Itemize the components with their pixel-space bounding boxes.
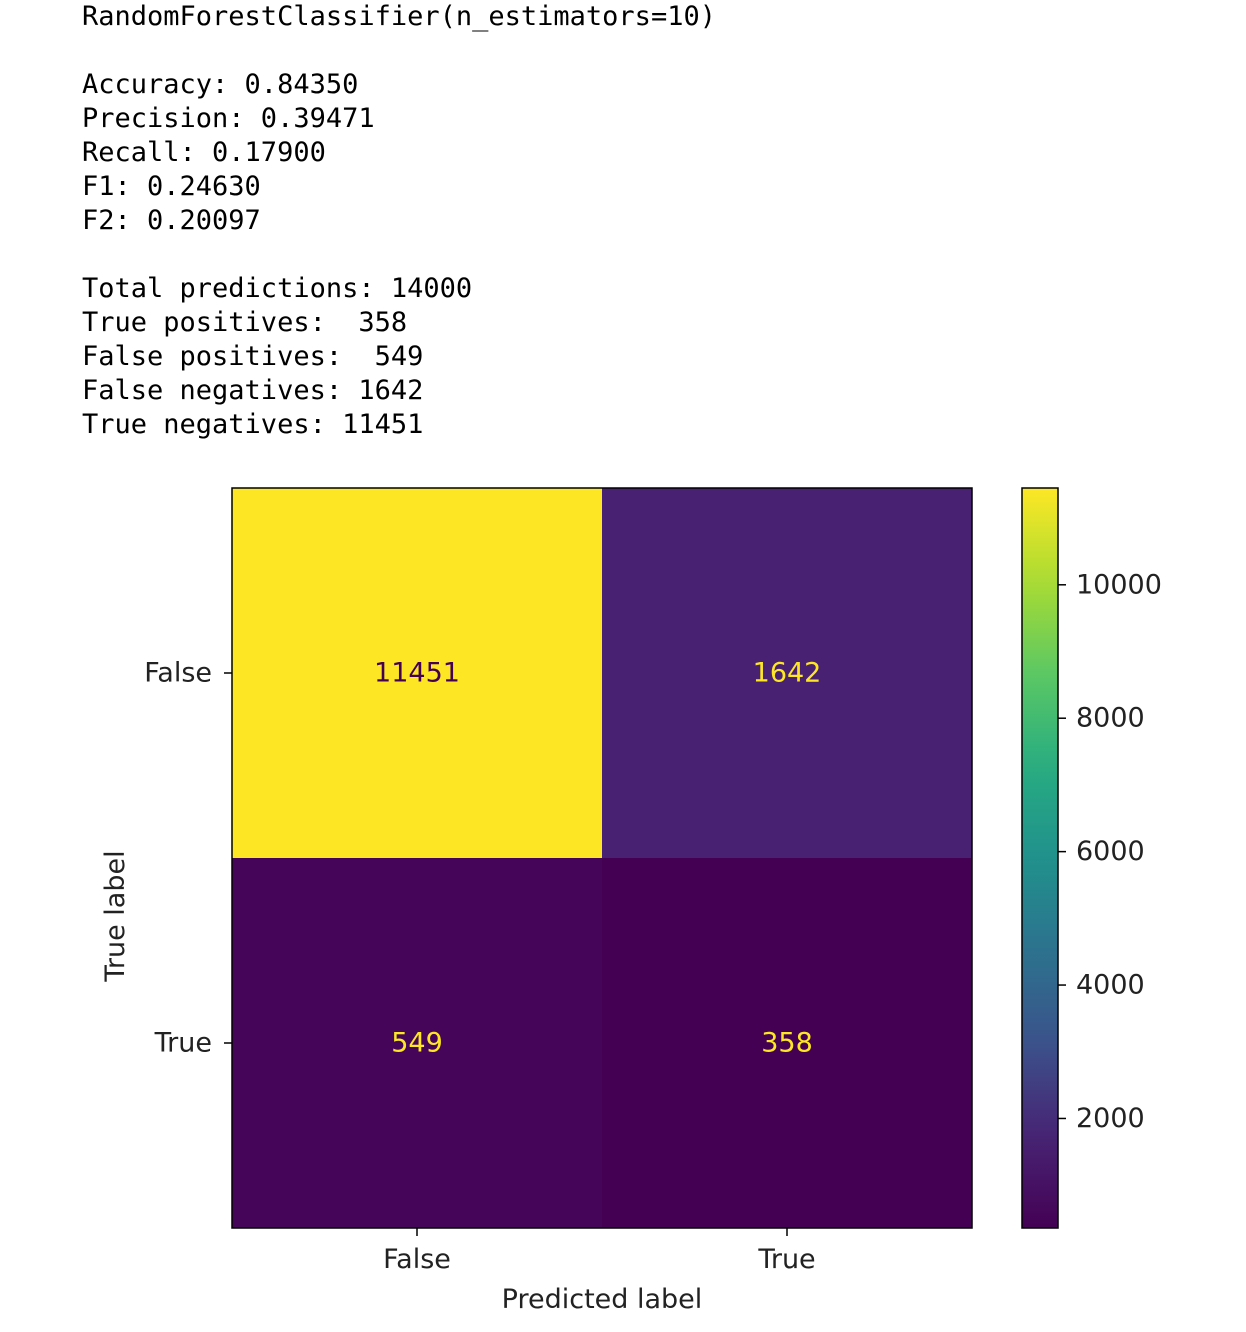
metric-recall: Recall: 0.17900 (82, 137, 326, 168)
model-line: RandomForestClassifier(n_estimators=10) (82, 1, 716, 32)
colorbar-tick-label: 4000 (1076, 970, 1145, 1001)
metric-accuracy: Accuracy: 0.84350 (82, 69, 359, 100)
cell-value-label: 1642 (753, 658, 822, 689)
colorbar-tick-label: 10000 (1076, 569, 1162, 600)
count-true-positives: True positives: 358 (82, 307, 408, 338)
colorbar-tick-label: 8000 (1076, 703, 1145, 734)
x-tick-label: True (757, 1244, 815, 1275)
heatmap-cell (232, 858, 602, 1228)
y-tick-label: True (154, 1028, 212, 1059)
y-axis-label: True label (100, 850, 131, 982)
count-total-predictions: Total predictions: 14000 (82, 273, 473, 304)
metric-f2: F2: 0.20097 (82, 205, 261, 236)
cell-value-label: 358 (761, 1028, 813, 1059)
heatmap-cell (232, 488, 602, 858)
cell-output-text: RandomForestClassifier(n_estimators=10) … (82, 0, 716, 442)
count-false-positives: False positives: 549 (82, 341, 424, 372)
count-true-negatives: True negatives: 11451 (82, 409, 424, 440)
colorbar-tick-label: 2000 (1076, 1103, 1145, 1134)
colorbar-tick-label: 6000 (1076, 836, 1145, 867)
x-axis-label: Predicted label (502, 1284, 703, 1315)
y-tick-label: False (144, 658, 212, 689)
x-tick-label: False (383, 1244, 451, 1275)
cell-value-label: 549 (391, 1028, 443, 1059)
metric-precision: Precision: 0.39471 (82, 103, 375, 134)
plot-frame (231, 487, 973, 1229)
metric-f1: F1: 0.24630 (82, 171, 261, 202)
heatmap-cell (602, 488, 972, 858)
heatmap-cell (602, 858, 972, 1228)
colorbar (1021, 487, 1059, 1229)
count-false-negatives: False negatives: 1642 (82, 375, 424, 406)
cell-value-label: 11451 (374, 658, 460, 689)
